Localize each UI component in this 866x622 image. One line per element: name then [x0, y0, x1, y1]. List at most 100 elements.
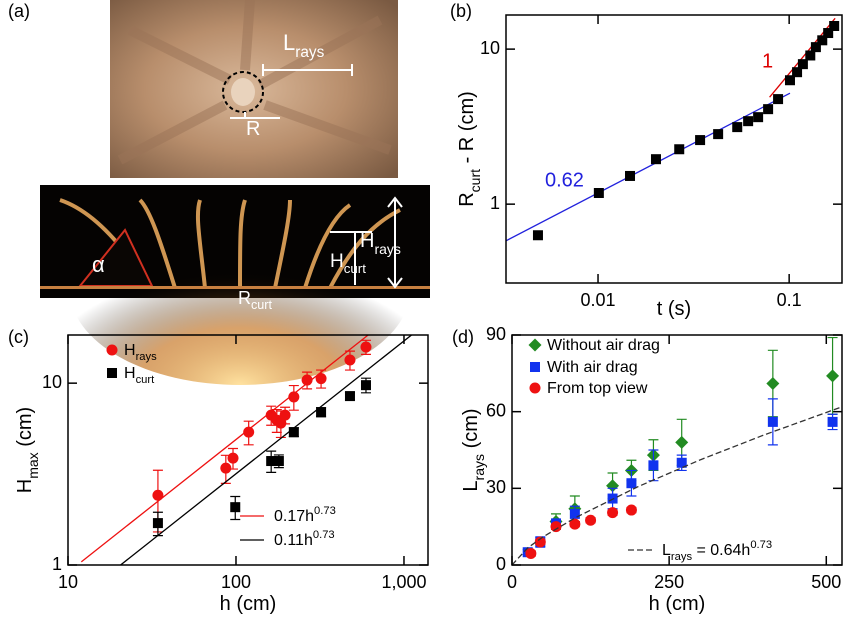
x-tick-label: 10	[58, 572, 78, 592]
r-label: R	[246, 118, 260, 140]
point	[220, 462, 232, 474]
point	[525, 548, 537, 559]
text-part: H	[124, 342, 136, 359]
text-part: 0.11h	[274, 532, 313, 549]
y-tick-label: 1	[52, 554, 62, 574]
plot-area	[80, 335, 413, 565]
point	[152, 518, 163, 529]
fit-line	[512, 406, 842, 565]
y-tick-label: 1	[490, 193, 500, 213]
x-tick-label: 0.01	[581, 290, 616, 310]
supscript: 0.73	[750, 539, 772, 551]
point	[753, 112, 764, 123]
y-axis-label: Hmax (cm)	[14, 407, 40, 493]
legend-label: 0.11h0.73	[274, 529, 335, 549]
point	[227, 452, 239, 464]
panel-label: (c)	[8, 327, 29, 347]
legend-label: Hcurt	[124, 365, 155, 386]
point	[805, 50, 816, 61]
point	[606, 479, 620, 493]
point	[674, 144, 685, 155]
axes-frame	[511, 334, 843, 566]
subscript: curt	[344, 261, 366, 276]
point	[773, 94, 784, 105]
panel-label: (d)	[452, 327, 474, 347]
text-part: H	[360, 230, 374, 252]
point	[316, 407, 327, 418]
point	[810, 42, 821, 53]
text-part: From top view	[547, 380, 648, 397]
point	[676, 457, 687, 468]
point	[550, 521, 562, 533]
point	[797, 59, 808, 70]
alpha-label: α	[92, 252, 105, 277]
text-part: L	[283, 30, 295, 55]
subscript: rays	[471, 454, 487, 480]
point	[827, 416, 838, 427]
point	[625, 170, 636, 181]
x-axis-label: h (cm)	[649, 593, 706, 615]
x-tick-label: 250	[654, 572, 684, 592]
legend-marker	[528, 338, 542, 352]
subscript: curt	[251, 298, 272, 312]
legend-label: With air drag	[547, 359, 638, 376]
text-part: L	[662, 542, 671, 559]
legend-marker	[529, 382, 541, 394]
legend-label: Without air drag	[547, 337, 660, 354]
point	[626, 478, 637, 489]
point	[732, 122, 743, 133]
point	[767, 416, 778, 427]
supscript: 0.73	[314, 505, 336, 517]
text-part: = 0.64h	[692, 542, 750, 559]
radius-circle	[222, 71, 264, 113]
point	[792, 67, 803, 78]
text-part: (cm)	[14, 407, 36, 453]
point	[243, 426, 255, 438]
y-tick-label: 10	[42, 372, 62, 392]
point	[301, 374, 313, 386]
point	[593, 188, 604, 199]
x-axis-label: h (cm)	[220, 593, 277, 615]
legend-label: From top view	[547, 380, 648, 397]
chart: (b) 0.01 0.1 1 10 t (s) Rcurt - R (cm) 0.62 1	[450, 1, 843, 320]
point	[569, 508, 580, 519]
text-part: R	[246, 118, 260, 140]
y-tick-label: 60	[486, 400, 506, 420]
text-part: α	[92, 252, 105, 277]
y-tick-label: 90	[486, 324, 506, 344]
point	[784, 75, 795, 86]
text-part: H	[14, 479, 36, 493]
y-tick-label: 30	[486, 477, 506, 497]
supscript: 0.73	[313, 529, 335, 541]
h-curt-label: Hcurt	[330, 251, 366, 276]
point	[585, 514, 597, 526]
text-part: H	[124, 365, 136, 382]
text-part: H	[330, 251, 344, 272]
photo-center	[231, 78, 255, 106]
subscript: rays	[671, 551, 693, 563]
point	[648, 460, 659, 471]
ground	[40, 286, 430, 289]
point	[230, 502, 241, 513]
point	[766, 377, 780, 391]
subscript: rays	[295, 44, 324, 61]
y-tick-label: 10	[480, 38, 500, 58]
point	[650, 154, 661, 165]
y-axis-label: Rcurt - R (cm)	[456, 91, 482, 207]
text-part: L	[460, 480, 482, 491]
text-part: t (s)	[657, 298, 691, 320]
subscript: rays	[374, 241, 400, 257]
point	[743, 116, 754, 127]
point	[152, 489, 164, 501]
h-rays-label: Hrays	[360, 230, 401, 256]
y-axis-label: Lrays (cm)	[460, 408, 486, 491]
subscript: rays	[136, 351, 158, 363]
legend-marker	[106, 344, 118, 356]
y-tick-label: 0	[496, 554, 506, 574]
annotation: 0.62	[545, 169, 584, 191]
point	[344, 391, 355, 402]
text-part: - R (cm)	[456, 91, 478, 169]
r-curt-label: Rcurt	[238, 288, 272, 313]
axes-frame	[505, 14, 843, 284]
